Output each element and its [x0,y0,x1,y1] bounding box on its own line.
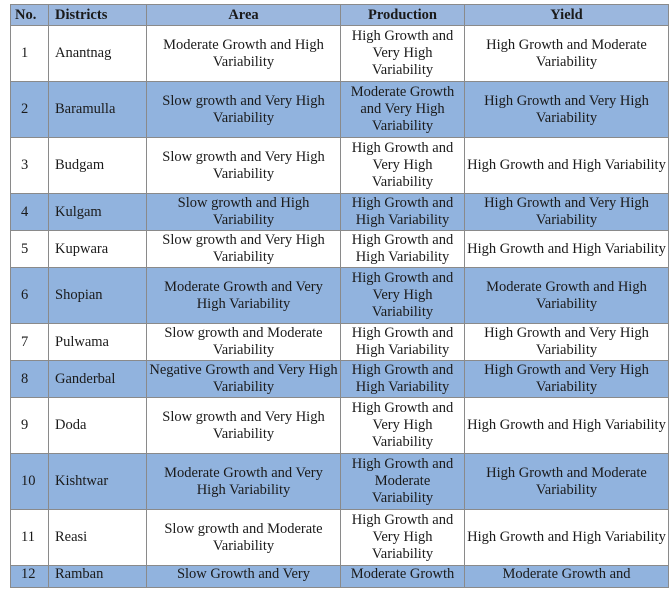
cell-production: High Growth and Very High Variability [340,397,465,454]
cell-district: Shopian [48,267,147,324]
cell-production: Moderate Growth [340,565,465,588]
cell-production: Moderate Growth and Very High Variabilit… [340,81,465,138]
cell-no: 10 [10,453,49,510]
cell-yield: High Growth and Moderate Variability [464,25,669,82]
cell-yield: High Growth and High Variability [464,230,669,268]
cell-production: High Growth and High Variability [340,323,465,361]
cell-district: Kulgam [48,193,147,231]
cell-area: Negative Growth and Very High Variabilit… [146,360,341,398]
cell-no: 4 [10,193,49,231]
table-row: 6 Shopian Moderate Growth and Very High … [10,267,669,324]
cell-production: High Growth and Very High Variability [340,25,465,82]
cell-yield: Moderate Growth and [464,565,669,588]
cell-no: 2 [10,81,49,138]
cell-district: Baramulla [48,81,147,138]
cell-production: High Growth and Moderate Variability [340,453,465,510]
table-row: 3 Budgam Slow growth and Very High Varia… [10,137,669,194]
header-no: No. [10,4,49,26]
table-row: 11 Reasi Slow growth and Moderate Variab… [10,509,669,566]
header-production: Production [340,4,465,26]
cell-district: Reasi [48,509,147,566]
cell-area: Moderate Growth and High Variability [146,25,341,82]
cell-yield: High Growth and Very High Variability [464,81,669,138]
cell-district: Doda [48,397,147,454]
cell-district: Ramban [48,565,147,588]
table-row: 12 Ramban Slow Growth and Very Moderate … [10,565,669,588]
cell-no: 8 [10,360,49,398]
cell-production: High Growth and Very High Variability [340,509,465,566]
cell-district: Pulwama [48,323,147,361]
table-row: 10 Kishtwar Moderate Growth and Very Hig… [10,453,669,510]
cell-production: High Growth and High Variability [340,230,465,268]
cell-area: Slow growth and Moderate Variability [146,323,341,361]
table-row: 5 Kupwara Slow growth and Very High Vari… [10,230,669,268]
cell-no: 9 [10,397,49,454]
cell-district: Kishtwar [48,453,147,510]
table-row: 1 Anantnag Moderate Growth and High Vari… [10,25,669,82]
table-row: 8 Ganderbal Negative Growth and Very Hig… [10,360,669,398]
table-row: 9 Doda Slow growth and Very High Variabi… [10,397,669,454]
header-districts: Districts [48,4,147,26]
cell-no: 5 [10,230,49,268]
district-growth-table: No. Districts Area Production Yield 1 An… [10,4,669,588]
table-header-row: No. Districts Area Production Yield [10,4,669,26]
cell-area: Slow growth and Very High Variability [146,230,341,268]
cell-district: Budgam [48,137,147,194]
table-row: 4 Kulgam Slow growth and High Variabilit… [10,193,669,231]
cell-no: 7 [10,323,49,361]
cell-district: Anantnag [48,25,147,82]
cell-yield: High Growth and High Variability [464,137,669,194]
cell-area: Slow Growth and Very [146,565,341,588]
cell-district: Kupwara [48,230,147,268]
cell-production: High Growth and High Variability [340,193,465,231]
header-yield: Yield [464,4,669,26]
cell-area: Moderate Growth and Very High Variabilit… [146,267,341,324]
cell-yield: High Growth and Very High Variability [464,193,669,231]
cell-area: Slow growth and Moderate Variability [146,509,341,566]
cell-yield: High Growth and Moderate Variability [464,453,669,510]
cell-yield: High Growth and Very High Variability [464,323,669,361]
table-row: 2 Baramulla Slow growth and Very High Va… [10,81,669,138]
cell-no: 6 [10,267,49,324]
cell-no: 3 [10,137,49,194]
cell-area: Slow growth and Very High Variability [146,137,341,194]
cell-yield: High Growth and High Variability [464,397,669,454]
cell-production: High Growth and High Variability [340,360,465,398]
cell-no: 12 [10,565,49,588]
cell-area: Slow growth and Very High Variability [146,81,341,138]
cell-district: Ganderbal [48,360,147,398]
cell-yield: High Growth and High Variability [464,509,669,566]
cell-area: Moderate Growth and Very High Variabilit… [146,453,341,510]
cell-no: 1 [10,25,49,82]
cell-area: Slow growth and High Variability [146,193,341,231]
cell-production: High Growth and Very High Variability [340,137,465,194]
cell-area: Slow growth and Very High Variability [146,397,341,454]
cell-yield: High Growth and Very High Variability [464,360,669,398]
header-area: Area [146,4,341,26]
cell-no: 11 [10,509,49,566]
table-row: 7 Pulwama Slow growth and Moderate Varia… [10,323,669,361]
cell-yield: Moderate Growth and High Variability [464,267,669,324]
cell-production: High Growth and Very High Variability [340,267,465,324]
